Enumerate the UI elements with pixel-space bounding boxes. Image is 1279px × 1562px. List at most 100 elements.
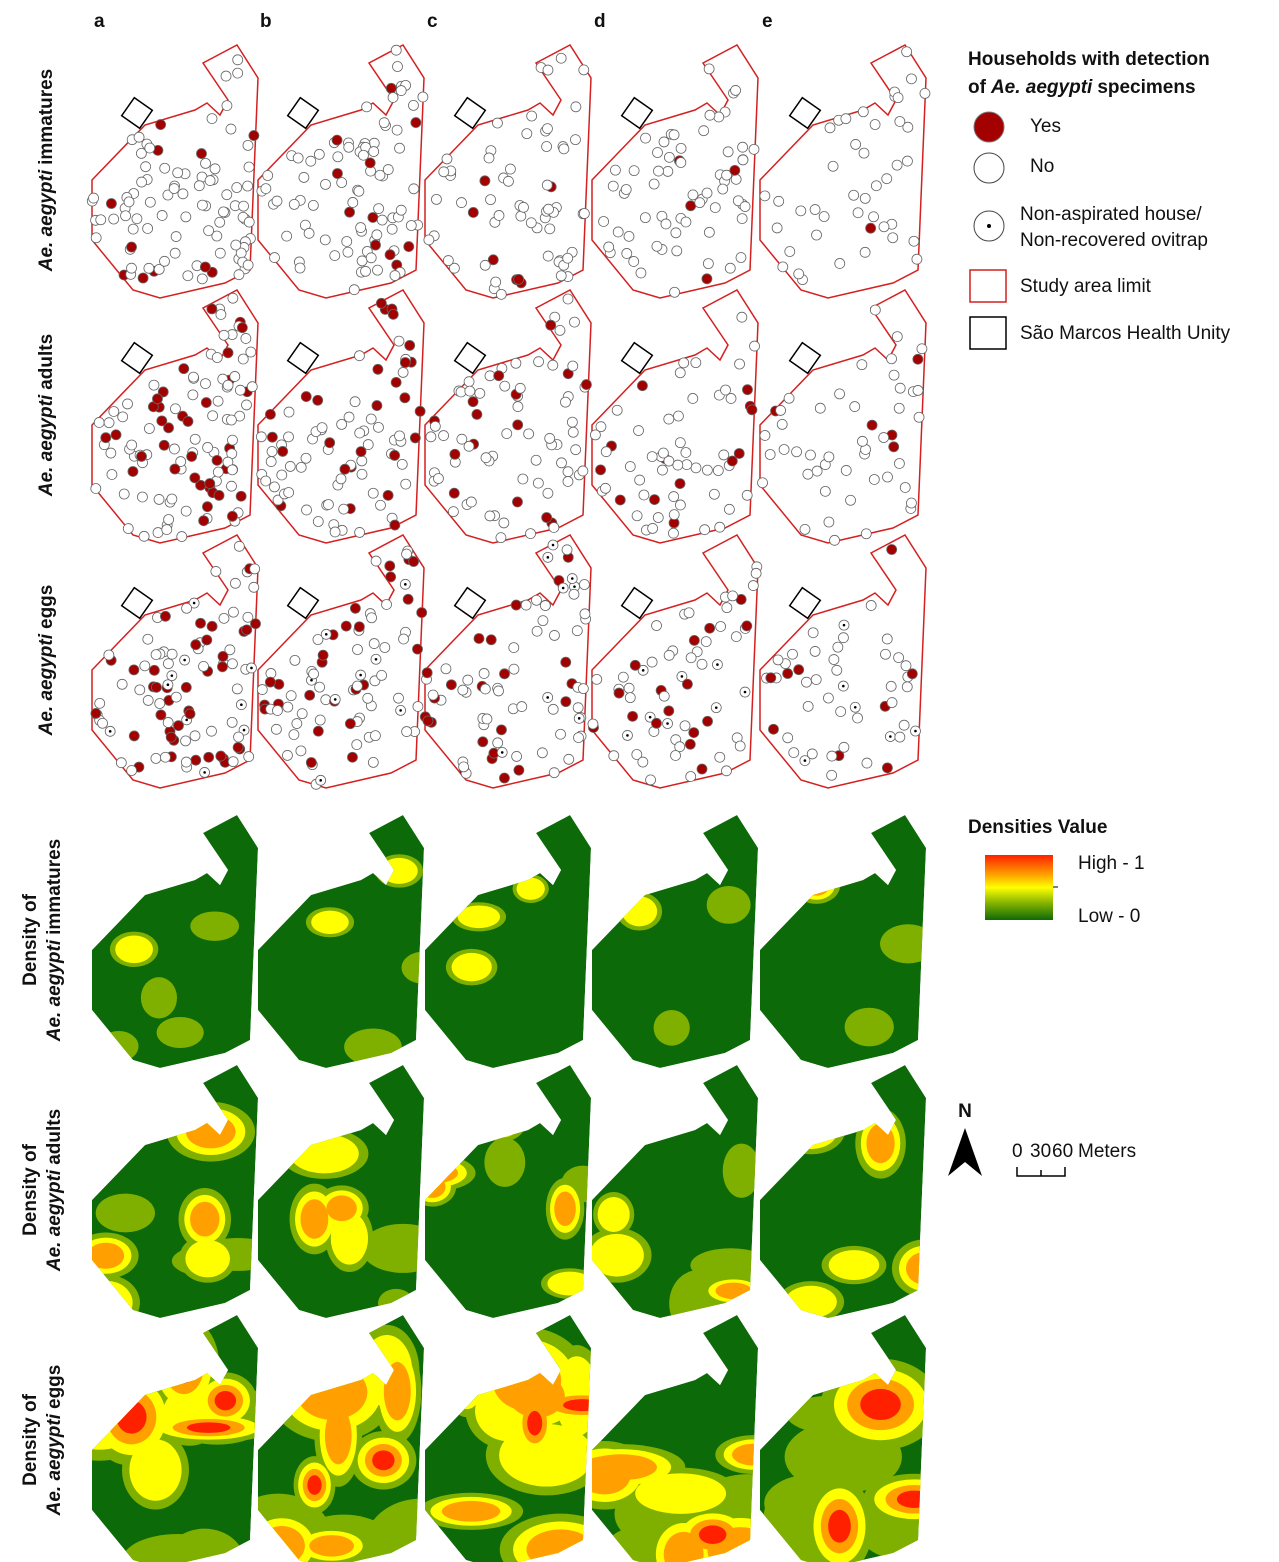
household-na	[546, 696, 549, 699]
density-zone	[307, 1475, 322, 1495]
household	[373, 421, 384, 433]
household	[375, 297, 387, 309]
density-zone	[828, 1250, 880, 1281]
household	[412, 643, 423, 655]
household	[587, 718, 599, 730]
household	[562, 466, 574, 478]
household	[243, 751, 255, 762]
household	[726, 455, 738, 467]
row-label: adults	[44, 1109, 65, 1165]
household	[640, 132, 651, 144]
household	[562, 293, 574, 305]
household	[840, 465, 852, 476]
legend-label: Non-recovered ovitrap	[1020, 230, 1208, 251]
household-na	[573, 585, 576, 588]
density-zone	[457, 905, 501, 929]
study-area	[424, 44, 592, 299]
household	[295, 461, 307, 473]
household	[512, 401, 524, 412]
household	[581, 379, 592, 390]
household	[401, 548, 412, 560]
household	[809, 204, 821, 215]
household	[240, 333, 252, 344]
household	[229, 371, 241, 382]
household	[222, 379, 234, 391]
point-map	[90, 534, 261, 789]
household	[620, 184, 632, 195]
row-label: Ae. aegypti	[44, 1169, 65, 1272]
household	[869, 304, 881, 316]
household	[718, 449, 730, 461]
household	[386, 223, 398, 235]
point-map	[419, 534, 592, 789]
household	[893, 402, 905, 414]
household	[687, 189, 699, 201]
household-na	[680, 675, 684, 678]
density-zone	[597, 1196, 630, 1232]
household	[389, 449, 401, 461]
household	[826, 750, 838, 762]
household	[838, 632, 849, 644]
household	[314, 714, 326, 726]
household	[218, 612, 230, 624]
household	[542, 250, 554, 262]
household	[399, 392, 411, 404]
row-label: Ae. aegypti	[36, 633, 57, 736]
household	[560, 396, 571, 408]
household-na	[374, 657, 378, 661]
household	[610, 164, 621, 176]
household	[142, 695, 154, 706]
scale-label: 0	[1012, 1141, 1023, 1162]
household	[467, 396, 479, 408]
household	[484, 510, 496, 522]
household	[722, 146, 734, 158]
household-na	[108, 730, 112, 733]
household	[163, 422, 174, 434]
household	[474, 387, 486, 399]
household	[395, 204, 407, 216]
household	[811, 465, 823, 477]
household	[218, 206, 229, 218]
household	[255, 431, 267, 443]
household	[103, 417, 115, 429]
household	[370, 730, 381, 742]
household	[595, 421, 607, 433]
study-area	[424, 289, 592, 544]
density-zone	[698, 1525, 727, 1544]
household	[674, 478, 686, 490]
household	[222, 347, 234, 359]
household	[560, 656, 572, 668]
household	[663, 649, 675, 661]
household	[672, 459, 684, 471]
household	[94, 697, 106, 709]
household	[323, 499, 334, 510]
household	[906, 73, 917, 85]
household	[265, 408, 276, 420]
legend-study-symbol	[969, 269, 1007, 303]
household	[603, 241, 615, 253]
household	[505, 163, 516, 175]
household	[312, 516, 324, 527]
household	[674, 499, 686, 511]
density-zone	[380, 857, 418, 884]
household	[397, 367, 409, 378]
study-area	[591, 44, 759, 299]
household	[520, 599, 532, 611]
household	[737, 141, 749, 153]
household	[180, 505, 192, 517]
household	[226, 414, 237, 426]
household	[324, 437, 336, 449]
household	[777, 261, 789, 273]
household	[700, 636, 712, 648]
household	[227, 510, 238, 522]
household	[387, 308, 399, 320]
legend-label: São Marcos Health Unity	[1020, 323, 1231, 344]
household	[508, 663, 520, 675]
household	[759, 190, 771, 202]
row-label: immatures	[44, 839, 65, 935]
household	[217, 661, 228, 673]
household	[624, 461, 636, 472]
north-label: N	[958, 1101, 972, 1122]
household	[242, 180, 253, 192]
household	[120, 210, 131, 222]
